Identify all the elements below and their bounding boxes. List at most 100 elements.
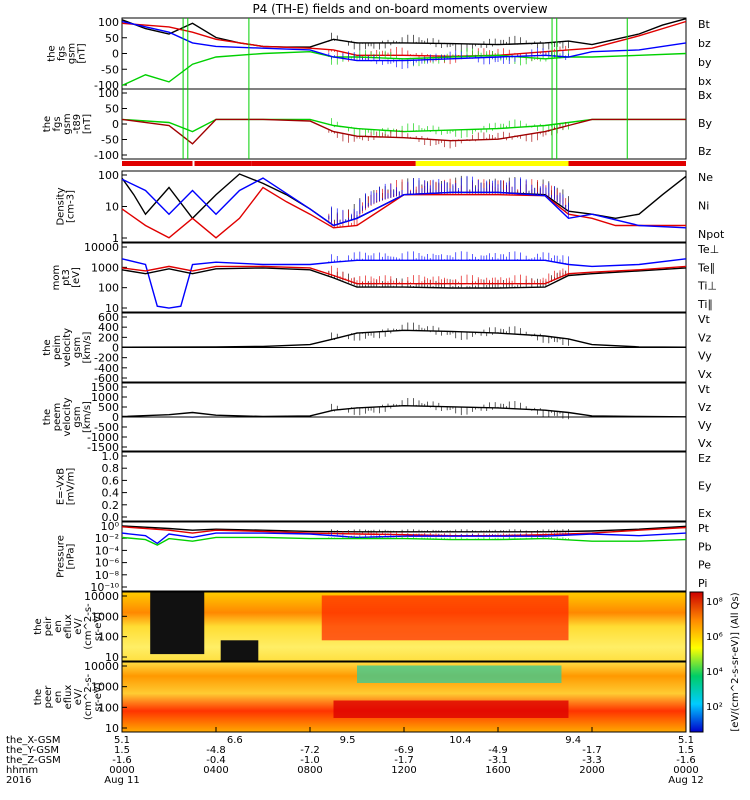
legend-entry: By [698, 117, 713, 130]
legend-entry: Ti∥ [697, 298, 713, 311]
y-tick-label: 0.0 [102, 511, 120, 524]
series-line-Bt [121, 18, 687, 48]
series-noise-Tperp [328, 265, 569, 284]
legend-entry: Bz [698, 145, 712, 158]
y-axis-label: [cm-3] [66, 190, 77, 223]
y-tick-label: 1000 [91, 261, 119, 274]
y-axis-label: fgs [57, 46, 68, 61]
y-axis-label: velocity [62, 397, 73, 436]
series-noise-Ti [328, 251, 569, 265]
legend-entry: Vy [698, 350, 712, 363]
x-row-label: hhmm [6, 765, 38, 776]
y-axis-label: -t89 [72, 114, 83, 134]
y-axis-label: (cm^2-s- [83, 673, 94, 720]
series-noise-Bz [328, 122, 569, 149]
colorbar: 10⁸ 10⁶ 10⁴ 10² [eV/(cm^2-s-sr-eV)] (All Qs) [689, 591, 741, 733]
x-row-label: 2016 [6, 775, 31, 786]
series-noise-Vt [328, 322, 569, 346]
series-noise-By [328, 118, 569, 139]
y-tick-label: 600 [98, 311, 119, 324]
y-axis-label: peir [43, 616, 54, 636]
y-axis-label: en [53, 620, 64, 633]
y-axis-label: [eV] [71, 267, 82, 288]
legend-entry: Npot [698, 228, 725, 241]
y-axis-label: (cm^2-s- [83, 603, 94, 650]
colorbar-label: [eV/(cm^2-s-sr-eV)] (All Qs) [730, 592, 741, 731]
x-row-value: -3.1 [488, 755, 508, 766]
region-bar-segment [122, 161, 193, 166]
y-axis-label: sr-eV) [93, 682, 104, 711]
x-row-value: -1.6 [112, 755, 132, 766]
series-line-Ne [121, 186, 686, 239]
x-row-value: 9.5 [340, 735, 356, 746]
y-tick-label: 10⁰ [101, 520, 120, 533]
y-tick-label: 100 [98, 87, 119, 100]
legend-entry: bx [698, 75, 712, 88]
y-tick-label: 10⁻⁶ [95, 557, 120, 570]
region-bar-segment [415, 161, 569, 166]
y-tick-label: -1000 [87, 431, 119, 444]
legend-entry: bz [698, 37, 711, 50]
y-tick-label: 1000 [91, 391, 119, 404]
series-noise-bx [328, 47, 569, 69]
y-axis-label: gsm [72, 406, 83, 427]
y-tick-label: -200 [94, 352, 119, 365]
panel-frame [121, 242, 687, 313]
y-tick-label: 0.4 [102, 487, 120, 500]
x-row-value: 5.1 [678, 735, 694, 746]
x-row-value: -0.4 [206, 755, 226, 766]
legend-entry: Te⊥ [697, 243, 719, 256]
spectrogram-dropout [150, 592, 205, 655]
y-tick-label: -600 [94, 372, 119, 385]
y-tick-label: 10000 [84, 590, 119, 603]
x-row-value: -3.3 [582, 755, 602, 766]
panel-density: 100 10 1 Density [cm-3] Ne Ni Npot [56, 169, 725, 245]
y-tick-label: -100 [94, 149, 119, 162]
x-row-value: 0400 [203, 765, 228, 776]
y-tick-label: 10 [105, 201, 119, 214]
x-row-value: -1.7 [394, 755, 414, 766]
series-line-By [121, 118, 686, 133]
series-line-Pb [121, 526, 687, 537]
series-line-Pt [121, 525, 687, 533]
legend-entry: Vy [698, 419, 712, 432]
series-noise-Ni [328, 175, 569, 226]
y-tick-label: 100 [98, 282, 119, 295]
y-axis-label: gsm [72, 337, 83, 358]
y-tick-label: 0 [112, 411, 119, 424]
panel-frame [121, 451, 687, 522]
y-tick-label: 10⁻⁴ [95, 544, 120, 557]
y-tick-label: -500 [94, 421, 119, 434]
y-axis-label: gsm [67, 43, 78, 64]
legend-entry: Ey [698, 480, 712, 493]
y-tick-label: 400 [98, 321, 119, 334]
y-axis-label: the [47, 45, 58, 61]
series-noise-Pt [328, 529, 569, 532]
y-axis-label: Density [56, 187, 67, 225]
y-tick-label: 1000 [91, 681, 119, 694]
y-axis-label: E=-VxB [56, 468, 67, 505]
legend-entry: Pe [698, 559, 711, 572]
series-noise-Npot [328, 175, 569, 226]
y-tick-label: 10 [105, 302, 119, 315]
x-axis-labels: the_X-GSM 5.1 6.6 9.5 10.4 9.4 5.1 the_Y-GSM 1.5… [6, 727, 704, 786]
series-line-by [121, 50, 687, 87]
y-tick-label: -50 [101, 134, 119, 147]
x-row-label: the_X-GSM [6, 735, 60, 746]
region-bar [122, 161, 686, 166]
y-axis-label: Pressure [56, 535, 67, 578]
panel-fgs-dev: 100 50 0 -50 -100 the fgs gsm -t89 [nT] Bx By Bz [42, 87, 713, 162]
legend-entry: Ne [698, 171, 713, 184]
x-row-value: -1.7 [582, 745, 602, 756]
panel-electron-spectrogram: 10000 1000 100 10 the peer en eflux eV/(cm^2-s-s… [33, 660, 687, 735]
y-axis-label: the [33, 689, 44, 705]
y-axis-label: [nPa] [66, 543, 77, 569]
colorbar-scale [689, 591, 704, 733]
x-row-value: -4.8 [206, 745, 226, 756]
series-line-bx [121, 20, 687, 62]
series-line-Ni [121, 173, 687, 227]
y-tick-label: -100 [94, 79, 119, 92]
